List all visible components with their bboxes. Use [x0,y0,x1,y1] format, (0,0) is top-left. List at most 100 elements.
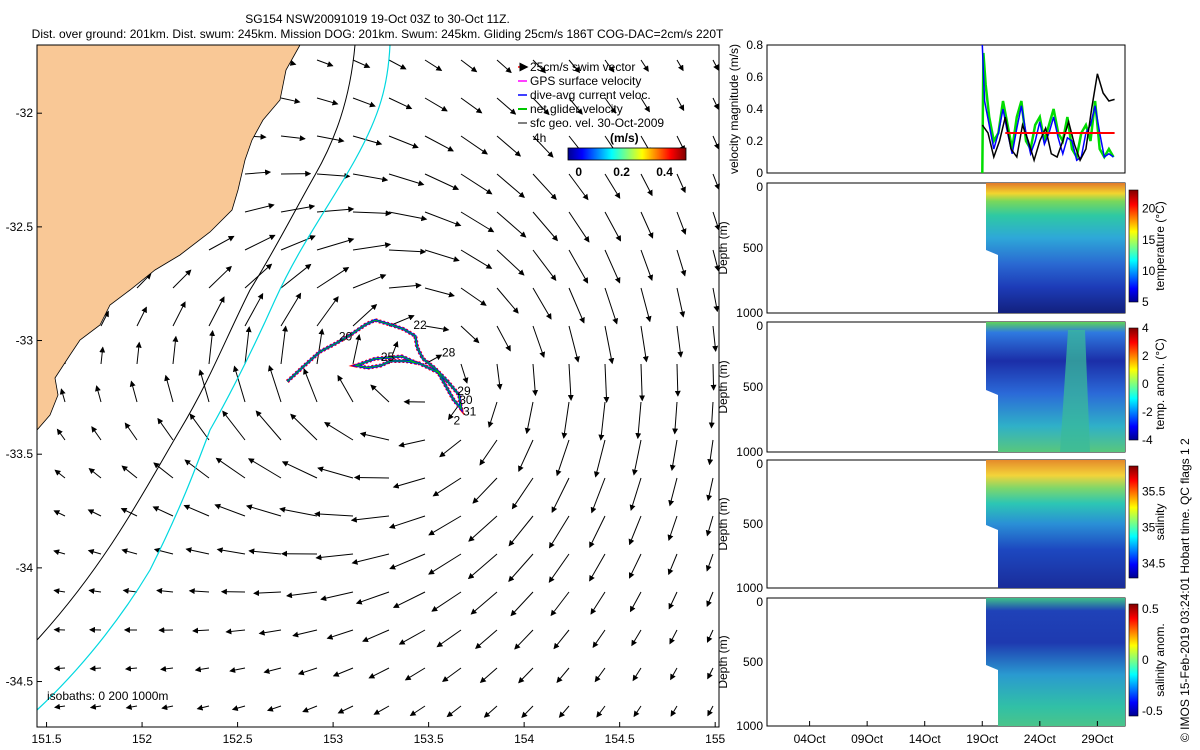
geo-velocity-arrow [532,173,557,201]
geo-velocity-arrow [628,515,642,546]
date-tick-label: 24Oct [1024,732,1057,746]
geo-velocity-arrow [392,591,426,608]
geo-velocity-arrow [280,235,316,251]
geo-velocity-arrow [496,135,522,157]
lon-tick-label: 154.5 [605,732,635,746]
geo-velocity-arrow [567,363,574,401]
geo-velocity-arrow [89,703,102,710]
geo-velocity-arrow [54,469,66,479]
geo-velocity-arrow [640,211,654,239]
geo-velocity-arrow [669,439,678,471]
day-label: 25 [381,350,395,364]
geo-velocity-arrow [388,135,419,149]
geo-velocity-arrow [524,401,534,435]
geo-velocity-arrow [640,249,654,281]
geo-velocity-arrow [87,548,102,555]
geo-velocity-arrow [604,287,619,325]
geo-velocity-arrow [604,211,622,242]
depth-tick: 1000 [736,445,763,459]
geo-velocity-arrow [280,263,312,289]
salinity-anomaly-panel [766,597,1139,727]
geo-velocity-arrow [712,97,719,110]
lat-tick-label: -32.5 [6,220,34,234]
geo-velocity-arrow [551,477,570,513]
date-tick-label: 09Oct [851,732,884,746]
geo-velocity-arrow [550,591,570,617]
geo-velocity-arrow [553,629,570,650]
date-tick-label: 19Oct [966,732,999,746]
geo-velocity-arrow [353,474,390,481]
geo-velocity-arrow [355,591,390,605]
geo-velocity-arrow [373,705,390,715]
geo-velocity-arrow [710,363,717,391]
geo-velocity-arrow [532,211,558,242]
geo-velocity-arrow [424,97,448,112]
velocity-series-line [981,73,1115,163]
geo-velocity-arrow [510,591,534,617]
geo-velocity-arrow [389,553,426,570]
geo-velocity-arrow [409,705,426,717]
lat-tick-label: -34 [16,561,34,575]
geo-velocity-arrow [712,325,719,352]
geo-velocity-arrow [244,234,276,251]
geo-velocity-arrow [216,547,246,555]
geo-velocity-arrow [629,591,642,613]
geo-velocity-arrow [125,704,138,710]
geo-velocity-arrow [532,287,552,320]
geo-velocity-arrow [592,629,606,649]
geo-velocity-arrow [352,135,383,146]
geo-velocity-arrow [460,173,493,195]
geo-velocity-arrow [214,503,246,517]
colorbar-tick: 35 [1142,520,1156,534]
geo-velocity-arrow [247,458,282,479]
geo-velocity-arrow [712,135,720,150]
geo-velocity-arrow [53,549,66,556]
geo-velocity-arrow [460,211,495,233]
depth-axis-label: Depth (m) [716,221,730,274]
colorbar-tick: 0 [1142,377,1149,391]
geo-velocity-arrow [136,273,152,289]
geo-velocity-arrow [316,97,339,106]
geo-velocity-arrow [424,325,450,332]
geo-velocity-arrow [232,365,246,403]
figure-subtitle: Dist. over ground: 201km. Dist. swum: 24… [31,27,724,41]
geo-velocity-arrow [712,173,720,191]
colorbar-label: salinity [1153,504,1167,541]
geo-velocity-arrow [561,401,570,439]
geo-velocity-arrow [316,135,345,144]
geo-velocity-arrow [555,439,570,477]
footer-note: © IMOS 15-Feb-2019 03:24:01 Hobart time.… [1178,438,1192,742]
geo-velocity-arrow [558,705,570,718]
geo-velocity-arrow [229,667,246,673]
geo-velocity-arrow [674,363,681,397]
geo-velocity-arrow [258,629,282,636]
lat-tick-label: -33 [16,334,34,348]
geo-velocity-arrow [712,287,720,313]
geo-velocity-arrow [280,325,289,365]
geo-velocity-arrow [479,439,498,466]
geo-velocity-arrow [352,97,376,108]
geo-velocity-arrow [508,515,534,547]
geo-velocity-arrow [245,504,282,517]
geo-velocity-arrow [53,703,66,710]
map-frame [36,44,720,728]
geo-velocity-arrow [475,629,498,649]
map-legend: 25cm/s swim vector GPS surface velocity … [518,60,687,179]
figure-title: SG154 NSW20091019 19-Oct 03Z to 30-Oct 1… [245,12,510,26]
geo-velocity-arrow [496,173,525,198]
geo-velocity-arrow [424,59,443,72]
lon-tick-label: 152.5 [223,732,253,746]
track-net-glider-velocity [286,319,462,411]
geo-velocity-arrow [424,135,454,152]
geo-velocity-arrow [392,477,426,489]
geo-velocity-arrow [568,211,590,243]
geo-velocity-arrow [332,667,354,677]
geo-velocity-arrow [705,515,714,537]
geo-velocity-arrow [153,547,174,555]
geo-velocity-arrow [279,506,318,517]
geo-velocity-arrow [362,629,390,643]
geo-velocity-arrow [99,346,106,365]
geo-velocity-arrow [324,422,354,441]
geo-velocity-arrow [316,206,355,213]
